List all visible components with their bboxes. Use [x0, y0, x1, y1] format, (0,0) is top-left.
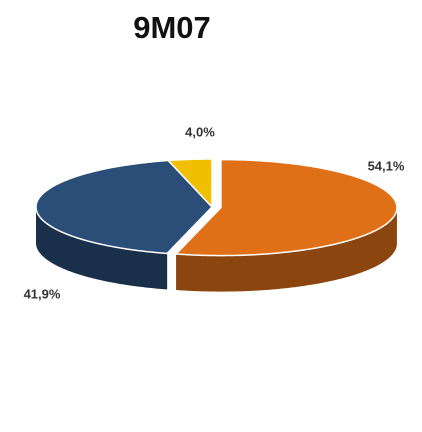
data-label: 4,0%: [185, 124, 215, 139]
slice: [35, 159, 214, 255]
data-label: 54,1%: [368, 158, 405, 173]
slice: [174, 158, 398, 257]
data-label: 41,9%: [24, 286, 61, 301]
chart-title: 9M07: [133, 10, 211, 45]
slice-side: [176, 207, 397, 292]
slice-side: [36, 207, 168, 290]
slice: [166, 158, 213, 209]
